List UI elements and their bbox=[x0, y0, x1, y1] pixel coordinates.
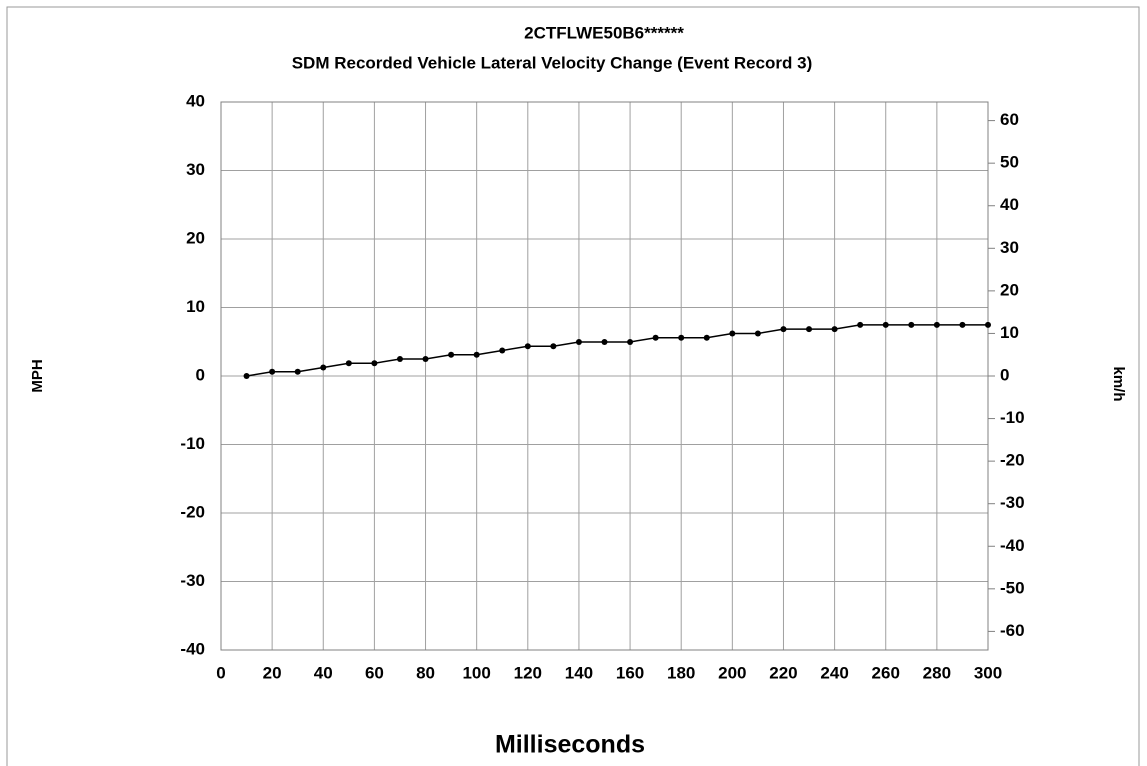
x-tick-label: 0 bbox=[216, 663, 225, 682]
data-point bbox=[627, 338, 634, 345]
data-point bbox=[499, 347, 506, 354]
x-tick-label: 240 bbox=[820, 663, 848, 682]
data-point bbox=[908, 321, 915, 328]
y2-tick-label: 20 bbox=[1000, 280, 1019, 299]
data-point bbox=[575, 338, 582, 345]
chart-subtitle: SDM Recorded Vehicle Lateral Velocity Ch… bbox=[292, 53, 813, 72]
y2-tick-label: -30 bbox=[1000, 493, 1025, 512]
data-point bbox=[448, 351, 455, 358]
x-tick-label: 260 bbox=[872, 663, 900, 682]
chart-title: 2CTFLWE50B6****** bbox=[524, 23, 684, 42]
y2-axis-label: km/h bbox=[1110, 366, 1127, 401]
data-point bbox=[780, 326, 787, 333]
data-point bbox=[882, 321, 889, 328]
data-point bbox=[933, 321, 940, 328]
y2-tick-label: -20 bbox=[1000, 451, 1025, 470]
y2-tick-label: 10 bbox=[1000, 323, 1019, 342]
data-point bbox=[703, 334, 710, 341]
data-point bbox=[345, 360, 352, 367]
data-point bbox=[524, 343, 531, 350]
data-point bbox=[857, 321, 864, 328]
y2-tick-label: -40 bbox=[1000, 536, 1025, 555]
y2-tick-label: 60 bbox=[1000, 110, 1019, 129]
x-tick-label: 220 bbox=[769, 663, 797, 682]
y2-tick-label: -10 bbox=[1000, 408, 1025, 427]
data-point bbox=[959, 321, 966, 328]
data-point bbox=[678, 334, 685, 341]
data-point bbox=[754, 330, 761, 337]
y2-tick-label: 30 bbox=[1000, 238, 1019, 257]
y-axis-label: MPH bbox=[29, 359, 46, 392]
y-tick-label: 0 bbox=[196, 365, 205, 384]
data-point bbox=[729, 330, 736, 337]
data-point bbox=[320, 364, 327, 371]
data-line bbox=[246, 324, 988, 377]
x-tick-label: 100 bbox=[462, 663, 490, 682]
x-tick-label: 120 bbox=[514, 663, 542, 682]
y2-tick-label: -50 bbox=[1000, 578, 1025, 597]
x-tick-label: 180 bbox=[667, 663, 695, 682]
x-tick-label: 40 bbox=[314, 663, 333, 682]
x-tick-label: 140 bbox=[565, 663, 593, 682]
y-tick-label: -10 bbox=[180, 434, 205, 453]
data-point bbox=[831, 326, 838, 333]
data-point bbox=[601, 338, 608, 345]
y-tick-label: -30 bbox=[180, 571, 205, 590]
data-point bbox=[294, 368, 301, 375]
y-tick-label: -40 bbox=[180, 639, 205, 658]
x-axis-label: Milliseconds bbox=[495, 731, 645, 759]
data-point bbox=[473, 351, 480, 358]
data-point bbox=[985, 321, 991, 328]
x-tick-label: 60 bbox=[365, 663, 384, 682]
x-tick-label: 160 bbox=[616, 663, 644, 682]
data-point bbox=[269, 368, 276, 375]
x-tick-label: 20 bbox=[263, 663, 282, 682]
y2-tick-label: 0 bbox=[1000, 365, 1009, 384]
y2-tick-label: -60 bbox=[1000, 621, 1025, 640]
data-point bbox=[806, 326, 813, 333]
data-point bbox=[550, 343, 557, 350]
data-point bbox=[243, 373, 250, 379]
y-tick-label: -20 bbox=[180, 502, 205, 521]
x-tick-label: 300 bbox=[974, 663, 1002, 682]
y2-tick-label: 40 bbox=[1000, 195, 1019, 214]
data-point bbox=[396, 356, 403, 363]
y-tick-label: 20 bbox=[186, 228, 205, 247]
y-tick-label: 30 bbox=[186, 160, 205, 179]
x-tick-label: 200 bbox=[718, 663, 746, 682]
data-point bbox=[371, 360, 378, 367]
data-point bbox=[652, 334, 659, 341]
x-tick-label: 80 bbox=[416, 663, 435, 682]
y-tick-label: 40 bbox=[186, 91, 205, 110]
frame bbox=[6, 6, 1140, 766]
x-tick-label: 280 bbox=[923, 663, 951, 682]
data-point bbox=[422, 356, 429, 363]
y-tick-label: 10 bbox=[186, 297, 205, 316]
y2-tick-label: 50 bbox=[1000, 153, 1019, 172]
